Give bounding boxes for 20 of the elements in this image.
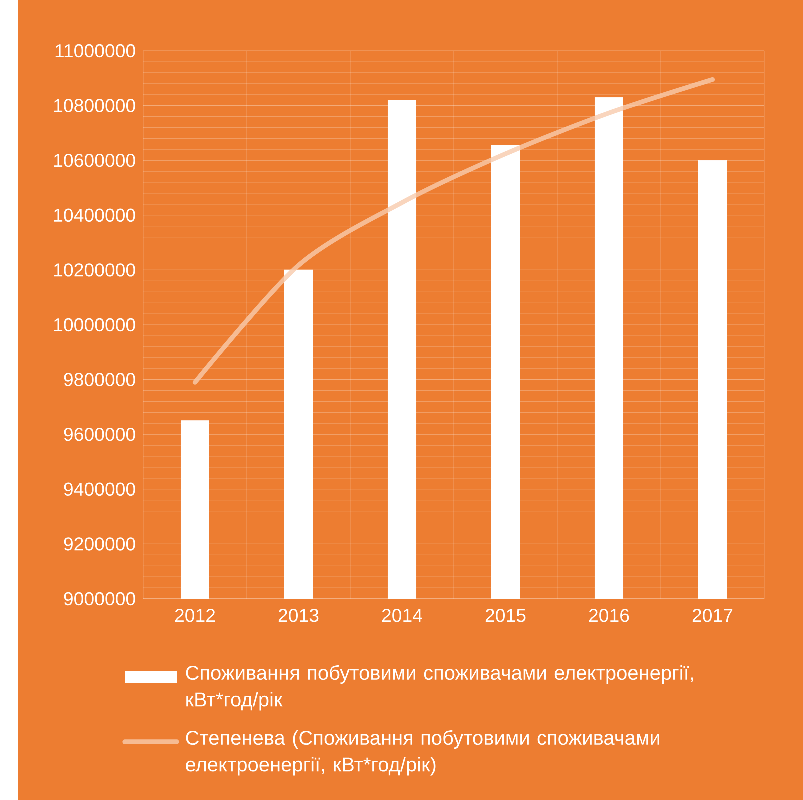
x-tick-label: 2014 [382,609,422,622]
y-tick-label: 9400000 [64,482,136,496]
x-tick-label: 2016 [589,609,630,622]
y-tick-label: 10600000 [54,154,136,168]
x-tick-label: 2017 [692,609,733,622]
y-tick-label: 9800000 [64,373,136,386]
x-tick-label: 2013 [278,609,319,622]
x-tick-label: 2012 [175,609,216,622]
y-tick-label: 10400000 [54,208,136,222]
line-series [192,77,716,385]
y-tick-label: 9200000 [64,538,136,551]
y-tick-label: 10200000 [54,264,136,277]
y-tick-label: 10000000 [54,318,136,332]
legend-label: Степенева (Споживання побутовими споживачами електроенергії, кВт*год/рік) [186,730,660,776]
y-tick-label: 11000000 [56,44,136,58]
y-tick-label: 10800000 [54,99,136,112]
x-tick-label: 2015 [486,609,526,622]
legend-label: Споживання побутовими споживачами електроенергії, кВт*год/рік [186,665,694,711]
y-tick-label: 9000000 [64,592,136,606]
y-tick-label: 9600000 [64,428,136,442]
